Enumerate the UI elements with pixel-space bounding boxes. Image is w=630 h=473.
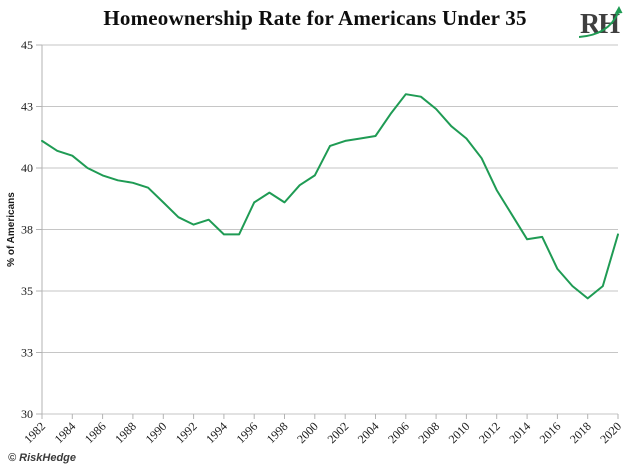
y-axis-title: % of Americans — [6, 192, 17, 267]
y-tick-label: 38 — [21, 223, 33, 237]
y-tick-label: 35 — [21, 284, 33, 298]
x-tick-label: 2002 — [324, 419, 351, 446]
chart-title: Homeownership Rate for Americans Under 3… — [103, 6, 527, 30]
x-tick-label: 2000 — [294, 419, 321, 446]
x-tick-label: 2018 — [567, 419, 594, 446]
y-tick-label: 43 — [21, 100, 33, 114]
logo-growth-arrow-icon — [579, 12, 619, 38]
y-tick-label: 33 — [21, 346, 33, 360]
x-tick-label: 1996 — [233, 419, 260, 446]
y-tick-label: 45 — [21, 38, 33, 52]
logo-rh-text: RH — [580, 9, 620, 40]
x-tick-label: 2020 — [597, 419, 624, 446]
x-tick-label: 1994 — [203, 419, 230, 446]
x-tick-label: 2008 — [415, 419, 442, 446]
riskhedge-logo: RH — [579, 6, 623, 40]
x-tick-label: 2014 — [506, 419, 533, 446]
x-tick-label: 1990 — [143, 419, 170, 446]
x-tick-label: 1986 — [82, 419, 109, 446]
y-tick-label: 40 — [21, 161, 33, 175]
x-tick-label: 1998 — [264, 419, 291, 446]
y-tick-label: 30 — [21, 407, 33, 421]
x-tick-label: 1988 — [112, 419, 139, 446]
x-tick-label: 2006 — [385, 419, 412, 446]
x-tick-label: 1982 — [21, 419, 48, 446]
copyright-credit: © RiskHedge — [8, 452, 77, 464]
logo-arrowhead-icon — [614, 6, 623, 14]
x-tick-label: 1984 — [52, 419, 79, 446]
homeownership-rate-line — [41, 93, 619, 300]
x-tick-label: 2012 — [476, 419, 503, 446]
x-tick-label: 1992 — [173, 419, 200, 446]
x-tick-label: 2010 — [446, 419, 473, 446]
x-tick-label: 2004 — [355, 419, 382, 446]
x-tick-label: 2016 — [537, 419, 564, 446]
